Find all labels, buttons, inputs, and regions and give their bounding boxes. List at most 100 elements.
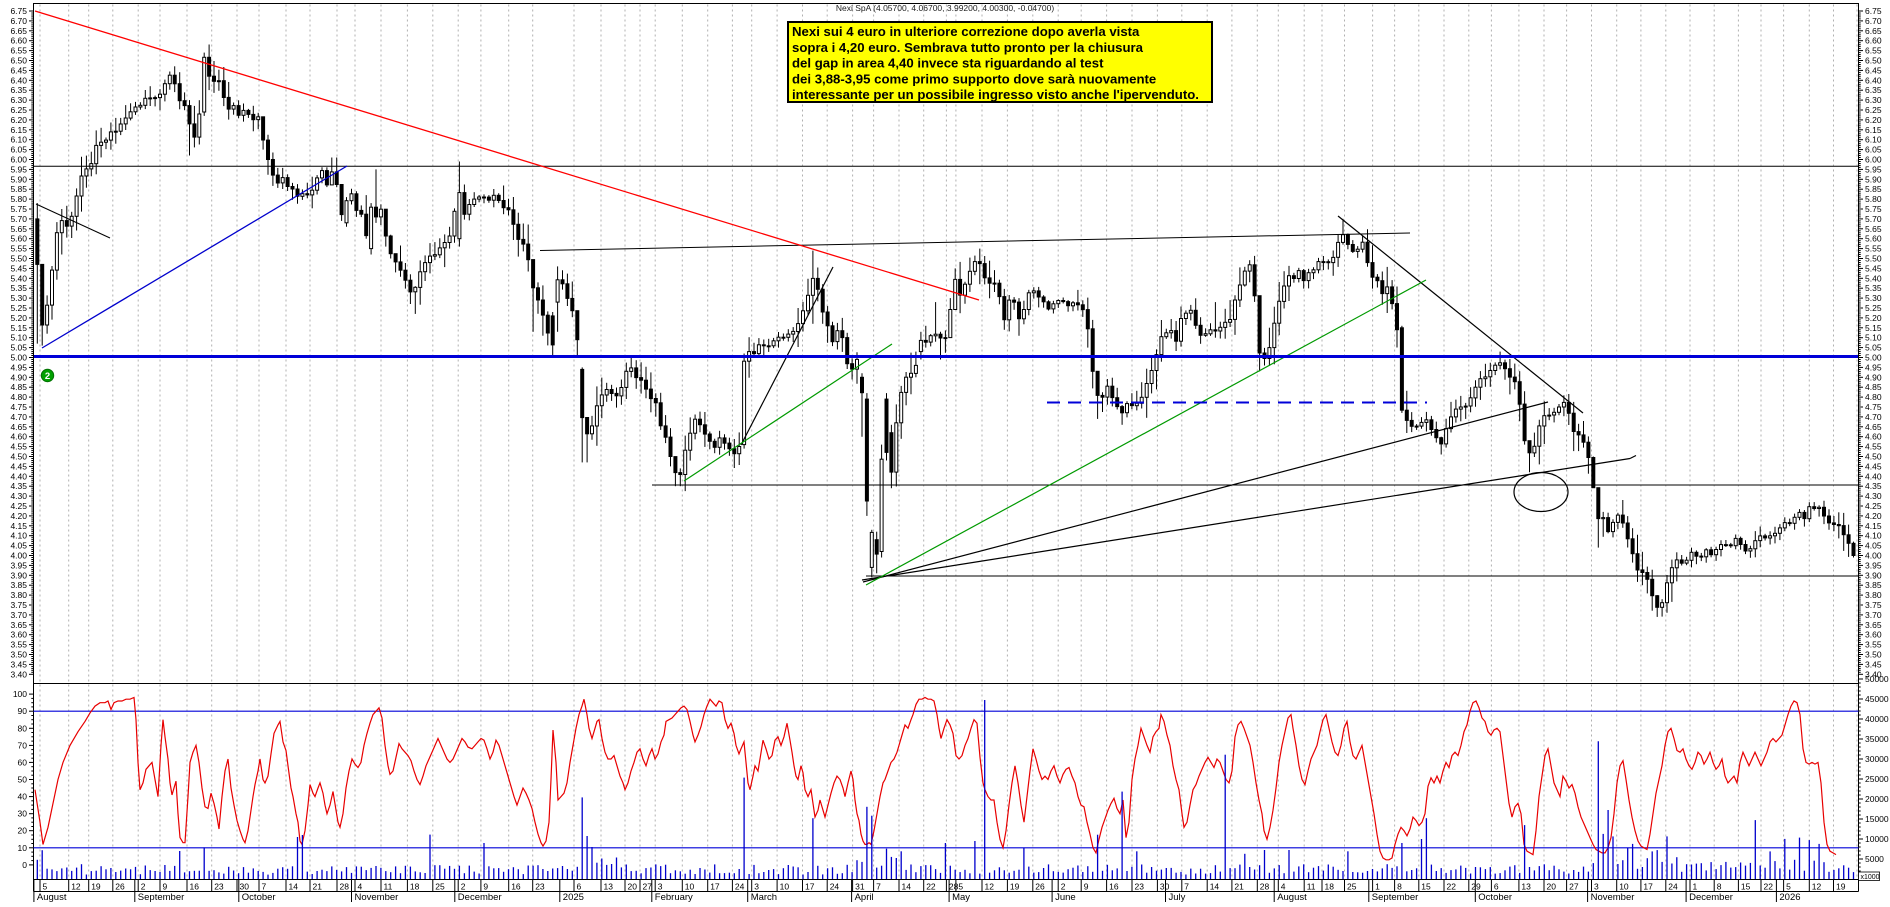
svg-text:5.70: 5.70 xyxy=(10,214,27,224)
svg-text:7: 7 xyxy=(262,882,267,892)
svg-text:2: 2 xyxy=(461,882,466,892)
svg-text:4.50: 4.50 xyxy=(10,452,27,462)
svg-text:20: 20 xyxy=(628,882,638,892)
svg-text:22: 22 xyxy=(1764,882,1774,892)
svg-text:3.70: 3.70 xyxy=(1865,610,1882,620)
svg-text:3.40: 3.40 xyxy=(1865,669,1882,679)
svg-text:5.85: 5.85 xyxy=(10,184,27,194)
svg-text:4.00: 4.00 xyxy=(10,551,27,561)
svg-text:20: 20 xyxy=(1547,882,1557,892)
svg-text:5.65: 5.65 xyxy=(1865,224,1882,234)
svg-text:1: 1 xyxy=(1375,882,1380,892)
svg-text:22: 22 xyxy=(1447,882,1457,892)
svg-text:5.65: 5.65 xyxy=(10,224,27,234)
svg-text:17: 17 xyxy=(805,882,815,892)
svg-text:50: 50 xyxy=(18,775,28,785)
svg-text:November: November xyxy=(355,892,399,902)
svg-text:sopra i 4,20 euro. Sembrava tu: sopra i 4,20 euro. Sembrava tutto pronto… xyxy=(792,40,1144,55)
svg-text:June: June xyxy=(1055,892,1076,902)
svg-text:5.90: 5.90 xyxy=(1865,174,1882,184)
svg-text:5: 5 xyxy=(958,882,963,892)
svg-text:x1000: x1000 xyxy=(1861,874,1880,881)
svg-text:28: 28 xyxy=(1260,882,1270,892)
svg-text:August: August xyxy=(37,892,67,902)
svg-text:6.30: 6.30 xyxy=(10,95,27,105)
svg-text:18: 18 xyxy=(1325,882,1335,892)
svg-text:6.10: 6.10 xyxy=(10,135,27,145)
svg-text:5.10: 5.10 xyxy=(10,333,27,343)
svg-text:April: April xyxy=(855,892,874,902)
svg-text:4.55: 4.55 xyxy=(10,442,27,452)
svg-text:5.15: 5.15 xyxy=(10,323,27,333)
svg-text:4.75: 4.75 xyxy=(10,402,27,412)
svg-text:March: March xyxy=(751,892,777,902)
svg-text:30: 30 xyxy=(240,882,250,892)
svg-text:19: 19 xyxy=(91,882,101,892)
svg-text:18: 18 xyxy=(410,882,420,892)
svg-text:12: 12 xyxy=(985,882,995,892)
svg-text:5.25: 5.25 xyxy=(1865,303,1882,313)
svg-text:45000: 45000 xyxy=(1865,694,1889,704)
svg-text:28: 28 xyxy=(340,882,350,892)
svg-text:60: 60 xyxy=(18,757,28,767)
svg-text:16: 16 xyxy=(190,882,200,892)
svg-text:26: 26 xyxy=(115,882,125,892)
svg-text:6.25: 6.25 xyxy=(10,105,27,115)
svg-text:4.35: 4.35 xyxy=(1865,481,1882,491)
svg-text:3.80: 3.80 xyxy=(1865,590,1882,600)
svg-text:5.05: 5.05 xyxy=(1865,343,1882,353)
svg-text:6.25: 6.25 xyxy=(1865,105,1882,115)
svg-text:6.30: 6.30 xyxy=(1865,95,1882,105)
svg-text:28: 28 xyxy=(949,882,959,892)
svg-text:4: 4 xyxy=(1281,882,1286,892)
svg-text:21: 21 xyxy=(1234,882,1244,892)
svg-text:5.55: 5.55 xyxy=(10,244,27,254)
svg-text:6.75: 6.75 xyxy=(10,6,27,16)
svg-text:3.95: 3.95 xyxy=(1865,560,1882,570)
svg-text:4.75: 4.75 xyxy=(1865,402,1882,412)
svg-text:10: 10 xyxy=(1619,882,1629,892)
svg-text:6: 6 xyxy=(1494,882,1499,892)
svg-text:16: 16 xyxy=(1109,882,1119,892)
svg-text:5.30: 5.30 xyxy=(1865,293,1882,303)
svg-text:40000: 40000 xyxy=(1865,714,1889,724)
svg-text:6.40: 6.40 xyxy=(1865,75,1882,85)
svg-text:4.40: 4.40 xyxy=(1865,471,1882,481)
svg-text:19: 19 xyxy=(1010,882,1020,892)
svg-text:6: 6 xyxy=(577,882,582,892)
svg-text:35000: 35000 xyxy=(1865,734,1889,744)
svg-text:30: 30 xyxy=(18,809,28,819)
svg-text:4.10: 4.10 xyxy=(10,531,27,541)
svg-text:5.95: 5.95 xyxy=(10,164,27,174)
svg-text:4.95: 4.95 xyxy=(10,362,27,372)
svg-text:6.50: 6.50 xyxy=(1865,56,1882,66)
svg-text:3: 3 xyxy=(658,882,663,892)
svg-text:4.15: 4.15 xyxy=(1865,521,1882,531)
svg-text:23: 23 xyxy=(214,882,224,892)
svg-text:4.80: 4.80 xyxy=(1865,392,1882,402)
svg-text:7: 7 xyxy=(876,882,881,892)
svg-text:4.15: 4.15 xyxy=(10,521,27,531)
svg-text:4.20: 4.20 xyxy=(1865,511,1882,521)
svg-text:6.55: 6.55 xyxy=(10,46,27,56)
svg-text:15000: 15000 xyxy=(1865,814,1889,824)
svg-text:3.45: 3.45 xyxy=(1865,659,1882,669)
svg-text:29: 29 xyxy=(1471,882,1481,892)
svg-text:6.65: 6.65 xyxy=(10,26,27,36)
svg-text:4.85: 4.85 xyxy=(1865,382,1882,392)
svg-text:3.95: 3.95 xyxy=(10,560,27,570)
svg-text:3: 3 xyxy=(754,882,759,892)
svg-text:14: 14 xyxy=(289,882,299,892)
svg-text:22: 22 xyxy=(926,882,936,892)
svg-text:4.90: 4.90 xyxy=(10,372,27,382)
svg-text:5.60: 5.60 xyxy=(1865,234,1882,244)
svg-text:19: 19 xyxy=(1836,882,1846,892)
svg-text:15: 15 xyxy=(1421,882,1431,892)
svg-text:6.60: 6.60 xyxy=(1865,36,1882,46)
svg-text:3.90: 3.90 xyxy=(10,570,27,580)
svg-text:3.65: 3.65 xyxy=(10,620,27,630)
svg-text:5.85: 5.85 xyxy=(1865,184,1882,194)
svg-text:5.00: 5.00 xyxy=(1865,353,1882,363)
svg-text:4.05: 4.05 xyxy=(1865,541,1882,551)
svg-text:20: 20 xyxy=(18,826,28,836)
